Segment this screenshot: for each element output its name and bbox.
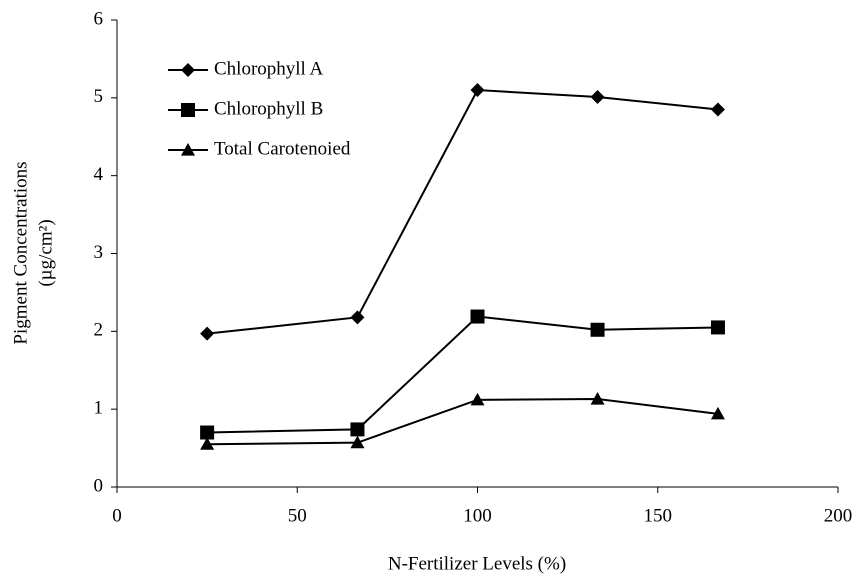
series-line — [207, 315, 718, 434]
marker — [590, 322, 605, 337]
marker — [710, 102, 725, 117]
y-tick-label: 0 — [94, 475, 104, 496]
series-line — [207, 89, 719, 335]
y-tick-label: 1 — [94, 398, 104, 419]
marker — [350, 422, 365, 437]
marker — [710, 406, 725, 420]
y-tick-label: 6 — [94, 8, 104, 29]
legend-label: Chlorophyll B — [214, 98, 323, 119]
y-axis-label: Pigment Concentrations — [10, 161, 31, 344]
marker — [470, 392, 485, 406]
marker — [710, 320, 725, 335]
y-tick-label: 3 — [94, 242, 104, 263]
marker — [590, 392, 605, 405]
y-tick-label: 2 — [94, 320, 104, 341]
marker — [590, 90, 605, 105]
marker — [350, 310, 365, 325]
marker — [350, 435, 365, 449]
legend-label: Chlorophyll A — [214, 58, 324, 79]
x-tick-label: 0 — [112, 505, 122, 526]
marker — [470, 83, 485, 98]
y-axis-label: (µg/cm²) — [35, 219, 56, 286]
marker — [200, 437, 215, 450]
y-tick-label: 5 — [94, 86, 104, 107]
series-line — [207, 398, 719, 446]
marker — [200, 425, 215, 440]
x-tick-label: 50 — [288, 505, 307, 526]
marker — [200, 326, 215, 341]
y-tick-label: 4 — [94, 164, 104, 185]
legend-marker — [181, 143, 195, 156]
x-axis-label: N-Fertilizer Levels (%) — [388, 553, 566, 574]
marker — [470, 309, 485, 324]
x-tick-label: 200 — [824, 505, 853, 526]
legend-marker — [181, 63, 195, 77]
legend-label: Total Carotenoied — [214, 138, 351, 159]
x-tick-label: 100 — [463, 505, 492, 526]
x-tick-label: 150 — [644, 505, 673, 526]
legend-marker — [181, 103, 195, 117]
